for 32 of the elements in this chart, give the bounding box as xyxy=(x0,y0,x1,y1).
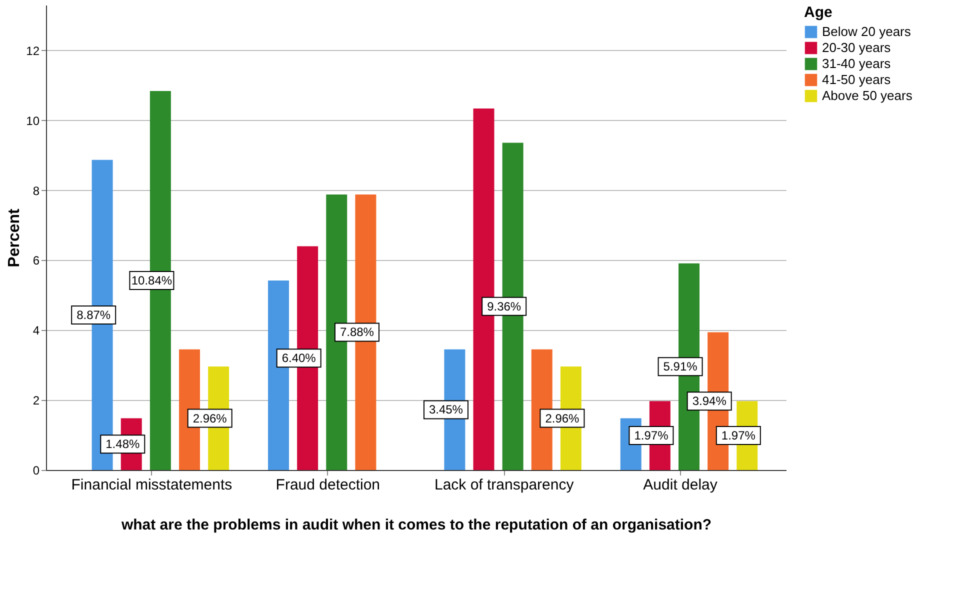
legend-label: 20-30 years xyxy=(822,40,892,55)
legend-label: 31-40 years xyxy=(822,56,892,71)
x-tick-label: Audit delay xyxy=(643,476,718,494)
data-label: 1.97% xyxy=(634,428,669,443)
data-label: 2.96% xyxy=(192,411,228,426)
data-label: 7.88% xyxy=(340,325,374,340)
y-tick-label: 10 xyxy=(26,114,40,128)
data-label: 3.94% xyxy=(692,394,727,408)
y-tick-label: 4 xyxy=(32,324,40,338)
data-label: 3.45% xyxy=(428,402,464,417)
y-tick-label: 12 xyxy=(26,44,40,58)
data-label: 9.36% xyxy=(487,299,522,314)
y-tick-label: 2 xyxy=(32,394,40,408)
legend-label: Above 50 years xyxy=(822,88,913,103)
data-label: 1.48% xyxy=(106,437,140,452)
y-tick-label: 0 xyxy=(32,464,40,478)
data-label: 10.84% xyxy=(131,274,172,288)
x-tick-label: Lack of transparency xyxy=(434,476,574,494)
y-axis-title: Percent xyxy=(6,208,24,268)
data-label: 2.96% xyxy=(545,411,580,426)
y-tick-label: 6 xyxy=(32,254,40,268)
x-tick-label: Fraud detection xyxy=(276,476,380,494)
data-label: 6.40% xyxy=(282,351,316,366)
legend-label: Below 20 years xyxy=(822,24,912,39)
x-tick-label: Financial misstatements xyxy=(71,476,232,494)
x-axis-title: what are the problems in audit when it comes to the reputation of an organisation? xyxy=(120,516,712,534)
data-label: 8.87% xyxy=(76,308,111,322)
data-label: 1.97% xyxy=(721,428,756,443)
data-label: 5.91% xyxy=(663,360,698,374)
legend-label: 41-50 years xyxy=(822,72,892,87)
legend-title: Age xyxy=(804,4,832,21)
y-tick-label: 8 xyxy=(32,184,40,198)
